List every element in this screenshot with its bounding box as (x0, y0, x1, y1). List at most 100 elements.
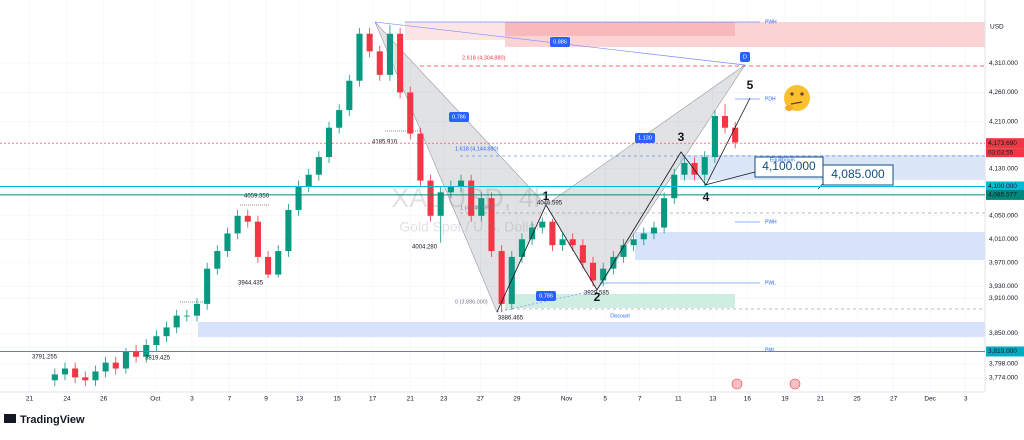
point-label: 3886.465 (498, 316, 524, 322)
emoji-hand (785, 105, 793, 111)
candle-body (82, 377, 89, 381)
x-tick-label: 13 (709, 396, 717, 403)
x-tick-label: 9 (264, 396, 268, 403)
candle-body (498, 251, 505, 304)
point-label: 3944.435 (238, 281, 264, 287)
y-tick-label: 4,310.000 (989, 60, 1018, 67)
ratio-label: 0.786 (539, 293, 553, 299)
candle-body (427, 180, 434, 216)
candle-body (691, 162, 698, 175)
ratio-box (740, 52, 750, 62)
demand-zone (635, 232, 985, 260)
candle-body (376, 51, 383, 75)
wave-label: 3 (678, 130, 685, 144)
callout-line (704, 171, 756, 186)
event-flag (731, 378, 743, 390)
candle-body (518, 239, 525, 257)
wave-label: 2 (594, 290, 601, 304)
candle-body (721, 115, 729, 128)
ratio-label: 0.786 (452, 114, 466, 120)
candle-body (478, 198, 485, 216)
price-label-box (986, 181, 1024, 192)
ratio-label: 0.886 (553, 39, 567, 45)
price-label: 4,100.000 (988, 183, 1017, 190)
x-tick-label: Dec (924, 396, 936, 403)
wave-label: 1 (543, 189, 550, 203)
candle-body (112, 362, 119, 369)
candle-body (468, 180, 475, 216)
candle-body (336, 110, 343, 128)
level-label: PDH (765, 96, 776, 102)
point-label: 4004.280 (412, 245, 438, 251)
x-tick-label: 7 (638, 396, 642, 403)
countdown-box (986, 148, 1024, 158)
emoji (784, 85, 810, 111)
x-tick-label: 11 (675, 396, 682, 403)
x-tick-label: 19 (781, 396, 789, 403)
level-label: PML (765, 347, 776, 353)
candle-body (265, 256, 272, 275)
x-tick-label: 3 (190, 396, 194, 403)
x-tick-label: Nov (561, 396, 573, 403)
candle-body (488, 198, 495, 252)
callout-text: 4,100.000 (762, 159, 816, 173)
x-tick-label: 13 (296, 396, 304, 403)
candle-body (447, 186, 454, 193)
x-tick-label: 23 (440, 396, 448, 403)
y-tick-label: 4,050.000 (989, 213, 1018, 220)
brand: TradingView (20, 414, 85, 426)
candle-body (457, 180, 465, 187)
candle-body (701, 157, 708, 175)
candle-body (417, 133, 424, 181)
x-tick-label: 21 (407, 396, 415, 403)
candle-body (224, 233, 231, 252)
candle-body (122, 351, 129, 369)
candle-body (640, 233, 647, 240)
candle-body (559, 239, 566, 246)
candle-body (92, 371, 99, 381)
event-flag (789, 378, 801, 390)
ratio-label: D (743, 54, 747, 60)
candle-body (315, 157, 322, 175)
callout-box (822, 164, 894, 186)
ratio-box (536, 291, 556, 301)
y-tick-label: 4,260.000 (989, 89, 1018, 96)
candle-body (661, 198, 668, 228)
candle-body (569, 239, 576, 246)
point-label: 3791.255 (32, 355, 58, 361)
candle-body (346, 80, 353, 111)
fib-label: 1 (4,046.595) (460, 205, 493, 211)
candle-body (539, 221, 546, 228)
countdown: 03:03:55 (988, 149, 1014, 156)
emoji-eye (800, 92, 804, 96)
candle-body (214, 251, 221, 269)
ratio-box (635, 133, 655, 143)
candle-body (407, 92, 414, 134)
candle-body (234, 215, 241, 234)
wave-label: 5 (747, 78, 754, 92)
x-tick-label: 27 (477, 396, 485, 403)
candle-body (711, 115, 718, 158)
currency: USD (990, 24, 1004, 31)
demand-zone (198, 322, 985, 337)
candle-body (589, 262, 597, 281)
emoji-mouth (790, 101, 803, 105)
y-tick-label: 3,850.000 (989, 330, 1018, 337)
candle-body (193, 303, 201, 316)
wave-label: 4 (703, 190, 710, 204)
y-tick-label: 4,210.000 (989, 119, 1018, 126)
y-tick-label: 3,798.000 (989, 361, 1018, 368)
level-label: Discount (610, 313, 630, 319)
candle-body (133, 351, 140, 357)
candle-body (183, 315, 190, 317)
candle-body (51, 374, 58, 381)
x-tick-label: 7 (228, 396, 232, 403)
x-tick-label: 29 (513, 396, 521, 403)
ratio-box (550, 37, 570, 47)
y-tick-label: 4,130.000 (989, 166, 1018, 173)
candle-body (650, 227, 658, 234)
candle-body (549, 221, 556, 246)
y-tick-label: 3,774.000 (989, 375, 1018, 382)
x-tick-label: 27 (890, 396, 898, 403)
